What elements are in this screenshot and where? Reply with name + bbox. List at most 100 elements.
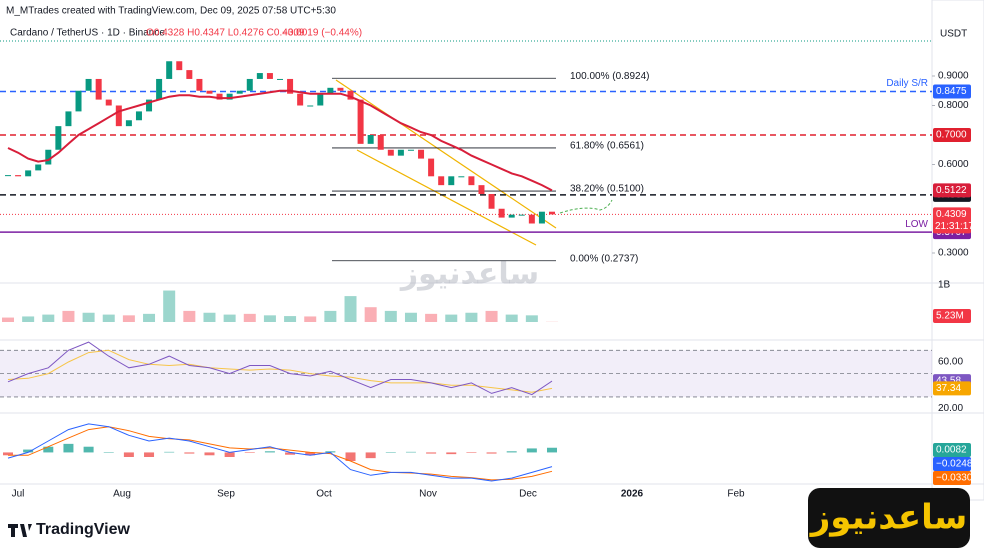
candle <box>216 93 223 100</box>
fib-label: 61.80% (0.6561) <box>570 141 644 152</box>
candle <box>266 73 273 79</box>
change: −0.0019 (−0.44%) <box>282 28 362 39</box>
level-label-box <box>933 84 971 99</box>
volume-bar <box>263 315 276 322</box>
watermark-box <box>808 488 970 548</box>
y-tick-label: 0.3000 <box>938 248 969 259</box>
candle <box>176 61 183 71</box>
volume-bar <box>284 316 297 322</box>
x-tick-label: Oct <box>316 489 332 500</box>
candle <box>156 78 163 100</box>
hist-label-box <box>933 443 971 457</box>
macd-hist <box>144 452 155 457</box>
candle <box>75 90 82 112</box>
candle <box>508 214 515 218</box>
macd-hist <box>43 446 54 453</box>
candle <box>518 214 525 216</box>
volume-bar <box>344 296 357 322</box>
candle <box>448 176 455 186</box>
macd-hist <box>224 452 235 457</box>
candle <box>327 87 334 94</box>
candle <box>468 176 475 186</box>
x-tick-label: Aug <box>113 489 131 500</box>
macd-hist <box>446 452 457 455</box>
volume-bar <box>425 313 438 322</box>
candle <box>418 149 425 159</box>
candle <box>55 126 62 150</box>
x-tick-label: Sep <box>217 489 235 500</box>
candle <box>438 176 445 186</box>
countdown: 21:31:17 <box>935 221 974 232</box>
candle <box>5 175 11 177</box>
macd-hist <box>184 452 195 454</box>
x-tick-label: Feb <box>727 489 745 500</box>
x-tick-label: 2026 <box>621 489 644 500</box>
candle <box>357 99 364 144</box>
candle <box>488 194 495 209</box>
projection <box>559 199 613 214</box>
level-label: 0.8475 <box>936 86 967 97</box>
credit: M_MTrades created with TradingView.com, … <box>6 6 336 17</box>
volume-bar <box>384 310 397 322</box>
candle <box>538 211 545 224</box>
candle <box>458 176 465 178</box>
macd-hist <box>426 452 437 454</box>
volume-bar <box>404 312 417 322</box>
candle <box>367 135 374 144</box>
ma-line <box>7 89 553 192</box>
macd-hist <box>365 452 376 459</box>
level-label-box <box>933 128 971 142</box>
volume-bar <box>82 312 95 322</box>
ma-label-box <box>933 183 971 198</box>
volume-bar <box>2 317 14 322</box>
hist-label: 0.0082 <box>936 445 967 456</box>
y-tick-label: 20.00 <box>938 403 963 414</box>
volume-bar <box>304 316 317 322</box>
rsi-ma-label: 37.34 <box>936 383 961 394</box>
logo-icon <box>8 524 32 537</box>
logo: TradingView <box>8 521 131 538</box>
macd-hist <box>103 452 114 453</box>
rsi-ma-label-box <box>933 381 971 396</box>
candle <box>337 87 344 91</box>
candle <box>277 78 283 80</box>
volume-bar <box>143 313 156 322</box>
candle <box>317 93 324 106</box>
macd-label-box <box>933 457 971 471</box>
rsi-label: 43.58 <box>936 376 961 387</box>
macd-line <box>7 423 553 482</box>
candle <box>125 120 132 127</box>
y-tick-label: 0.8000 <box>938 100 969 111</box>
macd-hist <box>345 452 356 461</box>
candle <box>115 105 122 127</box>
candle <box>146 99 153 112</box>
candle <box>35 164 42 171</box>
macd-hist <box>305 452 316 456</box>
last-price: 0.4309 <box>936 209 967 220</box>
brand: TradingView <box>36 521 131 538</box>
macd-hist <box>3 452 13 456</box>
macd-hist <box>466 452 477 453</box>
macd-hist <box>547 447 557 453</box>
candle <box>45 149 52 165</box>
volume-bar <box>525 315 538 322</box>
fib-label: 100.00% (0.8924) <box>570 71 650 82</box>
volume-label: 5.23M <box>936 311 964 322</box>
wedge-line <box>356 149 537 246</box>
candle <box>85 78 92 91</box>
fib-label: 0.00% (0.2737) <box>570 253 638 264</box>
volume-bar <box>62 310 75 322</box>
volume-bar <box>485 310 498 322</box>
candle <box>95 78 102 100</box>
candle <box>236 90 243 94</box>
macd-hist <box>526 448 537 453</box>
rsi-line <box>7 341 553 396</box>
y-tick-label: 1B <box>938 280 951 291</box>
candle <box>498 208 505 218</box>
candle <box>377 135 384 150</box>
candle <box>105 99 112 106</box>
macd-hist <box>486 452 497 454</box>
candle <box>166 61 173 79</box>
candle <box>196 78 203 91</box>
